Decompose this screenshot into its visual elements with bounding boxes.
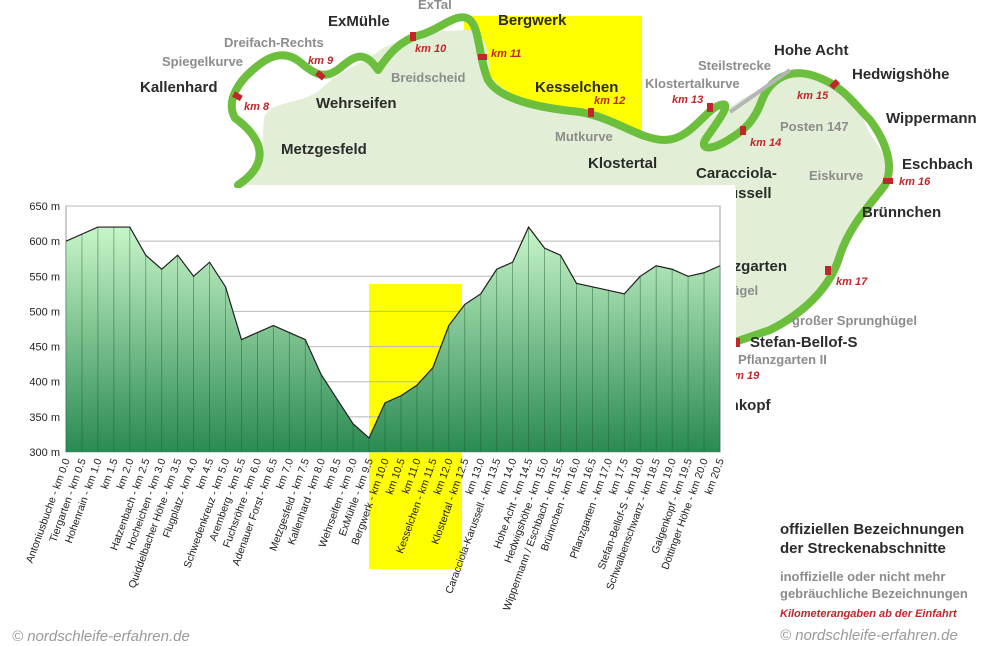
copyright-left: © nordschleife-erfahren.de <box>12 628 190 645</box>
label-caracciola-1: Caracciola- <box>696 165 777 182</box>
label-klostertal: Klostertal <box>588 155 657 172</box>
km-8-tick <box>232 91 243 102</box>
km-10-tick <box>410 32 416 41</box>
steilstrecke-line <box>728 68 792 114</box>
legend-official: offiziellen Bezeichnungen der Streckenab… <box>780 520 964 558</box>
label-eschbach: Eschbach <box>902 156 973 173</box>
km-label-9: km 9 <box>308 55 334 67</box>
y-tick-label: 600 m <box>29 236 60 248</box>
label-hohe-acht: Hohe Acht <box>774 42 848 59</box>
y-tick-label: 450 m <box>29 342 60 354</box>
legend-official-line1: offiziellen Bezeichnungen <box>780 521 965 538</box>
km-14-tick <box>740 126 746 135</box>
map-track-line <box>227 13 893 346</box>
label-wehrseifen: Wehrseifen <box>316 95 397 112</box>
label-extal: ExTal <box>418 0 452 12</box>
elevation-area <box>66 227 720 452</box>
y-tick-label: 500 m <box>29 306 60 318</box>
label-eiskurve: Eiskurve <box>809 168 863 183</box>
label-steilstrecke: Steilstrecke <box>698 58 771 73</box>
label-wippermann: Wippermann <box>886 110 977 127</box>
label-mutkurve: Mutkurve <box>555 129 613 144</box>
y-tick-labels: 300 m 350 m 400 m 450 m 500 m 550 m 600 m 650 m <box>29 201 60 459</box>
label-stefan-bellof: Stefan-Bellof-S <box>750 334 858 351</box>
elevation-line <box>65 225 721 439</box>
label-hedwigshoehe: Hedwigshöhe <box>852 66 950 83</box>
map-track-area <box>240 30 890 342</box>
km-label-13: km 13 <box>672 94 703 106</box>
legend-km-note: Kilometerangaben ab der Einfahrt <box>780 608 957 620</box>
y-tick-label: 650 m <box>29 201 60 213</box>
km-12-tick <box>588 108 594 117</box>
label-exmuehle: ExMühle <box>328 13 390 30</box>
km-13-tick <box>707 103 713 112</box>
label-breidscheid: Breidscheid <box>391 70 465 85</box>
km-label-16: km 16 <box>899 176 931 188</box>
label-klostertalkurve: Klostertalkurve <box>645 76 740 91</box>
km-label-11: km 11 <box>491 48 521 60</box>
km-15-tick <box>829 79 840 90</box>
legend-unofficial-line1: inoffizielle oder nicht mehr <box>780 569 946 584</box>
label-spiegelkurve: Spiegelkurve <box>162 54 243 69</box>
label-metzgesfeld: Metzgesfeld <box>281 141 367 158</box>
legend-unofficial-line2: gebräuchliche Bezeichnungen <box>780 586 968 601</box>
copyright-right: © nordschleife-erfahren.de <box>780 627 958 644</box>
km-label-12: km 12 <box>594 95 625 107</box>
km-11-tick <box>478 54 487 60</box>
y-tick-label: 400 m <box>29 377 60 389</box>
km-9-tick <box>315 70 326 81</box>
label-posten-147: Posten 147 <box>780 119 849 134</box>
km-label-19: km 19 <box>728 370 760 382</box>
y-tick-label: 300 m <box>29 447 60 459</box>
label-kesselchen: Kesselchen <box>535 79 618 96</box>
legend-official-line2: der Streckenabschnitte <box>780 540 946 557</box>
y-tick-label: 550 m <box>29 271 60 283</box>
km-label-17: km 17 <box>836 276 868 288</box>
km-marker-ticks <box>232 32 893 347</box>
area-dividers <box>65 227 721 452</box>
km-19-tick <box>734 338 740 347</box>
legend-unofficial: inoffizielle oder nicht mehr gebräuchlic… <box>780 568 968 602</box>
km-label-14: km 14 <box>750 137 781 149</box>
y-tick-label: 350 m <box>29 412 60 424</box>
label-bergwerk: Bergwerk <box>498 12 567 29</box>
km-label-10: km 10 <box>415 43 447 55</box>
label-dreifach-rechts: Dreifach-Rechts <box>224 35 324 50</box>
km-label-8: km 8 <box>244 101 270 113</box>
label-grosser-sprunghuegel: großer Sprunghügel <box>792 313 917 328</box>
km-17-tick <box>825 266 831 275</box>
label-kallenhard: Kallenhard <box>140 79 218 96</box>
km-16-tick <box>883 178 893 184</box>
label-pflanzgarten-ii: Pflanzgarten II <box>738 352 827 367</box>
label-bruennchen: Brünnchen <box>862 204 941 221</box>
km-label-15: km 15 <box>797 90 829 102</box>
